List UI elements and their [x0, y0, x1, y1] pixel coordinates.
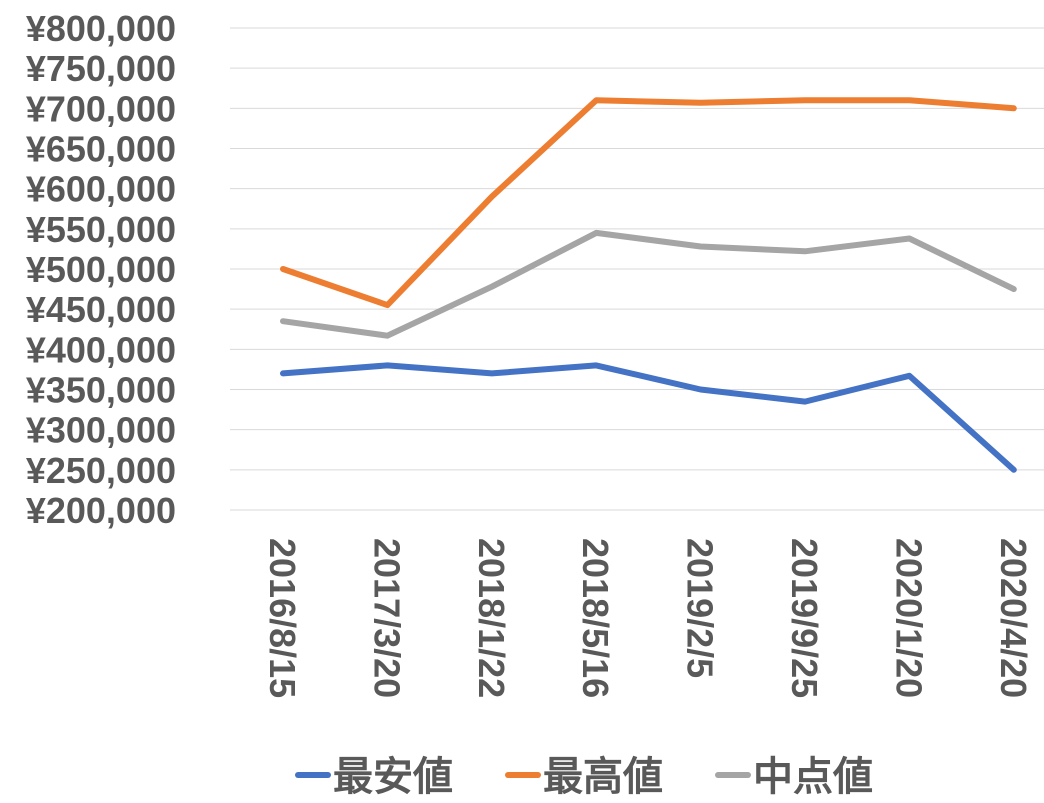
- series-line-1: [280, 97, 1017, 309]
- x-tick-label: 2019/2/5: [680, 538, 721, 678]
- y-tick-label: ¥450,000: [26, 289, 176, 330]
- x-axis-ticks: 2016/8/15 2017/3/20 2018/1/22 2018/5/16 2019…: [262, 538, 1034, 698]
- y-tick-label: ¥750,000: [26, 48, 176, 89]
- gridlines: [230, 27, 1044, 511]
- x-tick-label: 2020/1/20: [888, 538, 929, 698]
- x-tick-label: 2018/5/16: [575, 538, 616, 698]
- y-tick-label: ¥400,000: [26, 329, 176, 370]
- series-lines: [280, 97, 1017, 473]
- y-tick-label: ¥700,000: [26, 88, 176, 129]
- y-tick-label: ¥600,000: [26, 169, 176, 210]
- series-line-0: [280, 362, 1017, 473]
- legend-label-0: 最安値: [333, 754, 453, 800]
- y-tick-label: ¥200,000: [26, 490, 176, 531]
- x-tick-label: 2017/3/20: [366, 538, 407, 698]
- y-axis-ticks: ¥200,000¥250,000¥300,000¥350,000¥400,000…: [26, 8, 176, 531]
- legend-label-1: 最高値: [543, 754, 663, 800]
- x-tick-label: 2020/4/20: [993, 538, 1034, 698]
- x-tick-label: 2016/8/15: [262, 538, 303, 698]
- legend-label-2: 中点値: [753, 754, 873, 800]
- y-tick-label: ¥350,000: [26, 370, 176, 411]
- x-tick-label: 2018/1/22: [471, 538, 512, 698]
- y-tick-label: ¥300,000: [26, 410, 176, 451]
- y-tick-label: ¥800,000: [26, 8, 176, 49]
- series-line-2: [280, 229, 1017, 339]
- y-tick-label: ¥650,000: [26, 129, 176, 170]
- x-tick-label: 2019/9/25: [784, 538, 825, 698]
- legend: 最安値 最高値 中点値: [295, 754, 873, 800]
- y-tick-label: ¥550,000: [26, 209, 176, 250]
- y-tick-label: ¥250,000: [26, 450, 176, 491]
- y-tick-label: ¥500,000: [26, 249, 176, 290]
